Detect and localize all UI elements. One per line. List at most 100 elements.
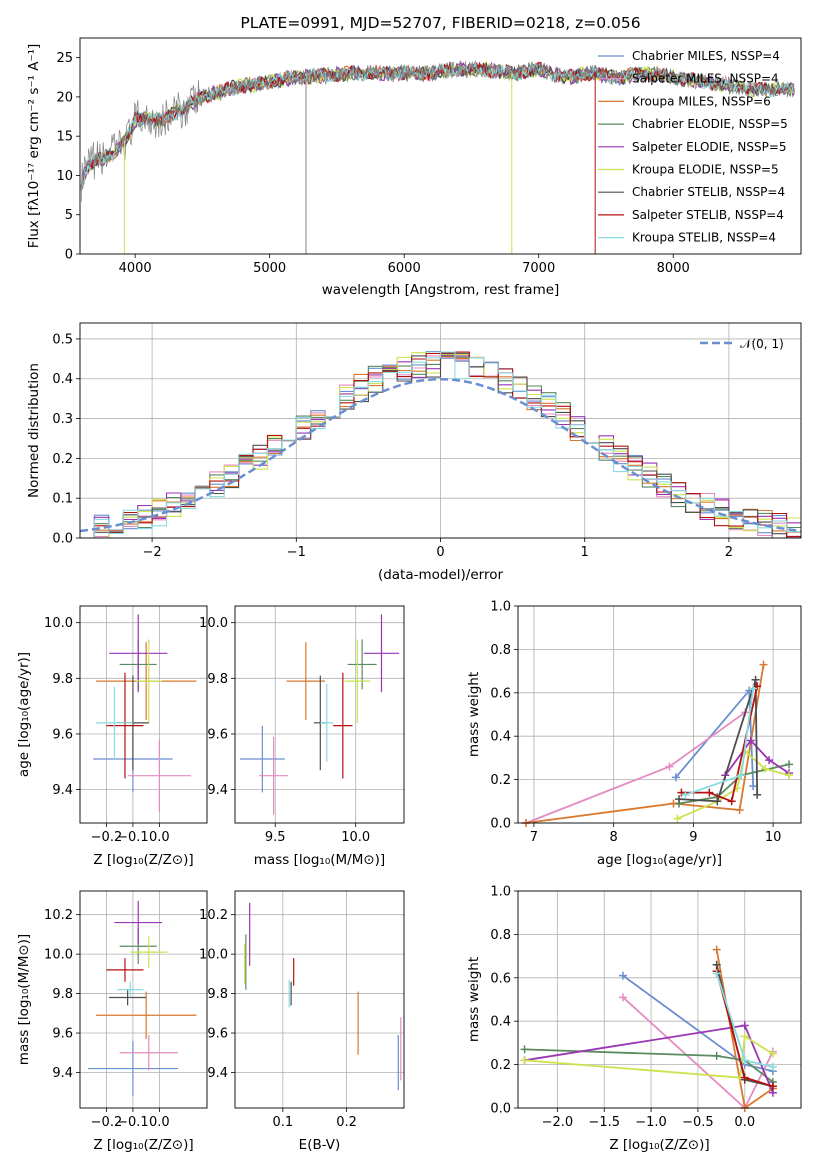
y-tick-label: 10.0 xyxy=(44,948,73,963)
x-tick-label: 10.0 xyxy=(341,830,370,845)
legend-label: Chabrier STELIB, NSSP=4 xyxy=(632,185,785,199)
y-tick-label: 9.4 xyxy=(207,1066,228,1081)
chart-title: PLATE=0991, MJD=52707, FIBERID=0218, z=0… xyxy=(240,14,640,32)
x-axis-label: Z [log₁₀(Z/Z⊙)] xyxy=(93,852,193,868)
y-tick-label: 0.3 xyxy=(52,412,73,427)
legend-label: Salpeter MILES, NSSP=4 xyxy=(632,72,779,86)
plus-marker xyxy=(735,805,744,814)
x-tick-label: 1 xyxy=(581,545,589,560)
mass-weight-line xyxy=(724,739,790,776)
plus-marker xyxy=(618,993,627,1002)
plus-marker xyxy=(746,736,755,745)
panel-3 xyxy=(231,606,404,827)
legend-label: Kroupa STELIB, NSSP=4 xyxy=(632,231,776,245)
plus-marker xyxy=(740,1073,749,1082)
axes-frame xyxy=(79,37,802,255)
plus-marker xyxy=(712,1051,721,1060)
x-tick-label: 6000 xyxy=(388,261,421,276)
plus-marker xyxy=(768,1062,777,1071)
x-tick-label: 10 xyxy=(765,830,782,845)
plus-marker xyxy=(675,795,684,804)
plus-marker xyxy=(737,771,746,780)
x-tick-label: 7 xyxy=(530,830,538,845)
x-tick-label: 0.0 xyxy=(149,1115,170,1130)
y-tick-label: 9.6 xyxy=(52,727,73,742)
y-tick-label: 9.8 xyxy=(207,672,228,687)
plus-marker xyxy=(671,773,680,782)
plus-marker xyxy=(768,1082,777,1091)
panel-2 xyxy=(76,606,207,827)
axes-frame xyxy=(79,890,208,1109)
x-tick-label: −1 xyxy=(287,545,306,560)
plus-marker xyxy=(727,797,736,806)
y-tick-label: 0.6 xyxy=(490,686,511,701)
mass-weight-line xyxy=(525,711,746,824)
plus-marker xyxy=(681,790,690,799)
y-tick-label: 0.2 xyxy=(490,773,511,788)
plus-marker xyxy=(712,969,721,978)
y-tick-label: 0.4 xyxy=(490,1015,511,1030)
y-tick-label: 0 xyxy=(65,248,73,263)
y-tick-label: 9.6 xyxy=(207,1027,228,1042)
normal-reference-curve xyxy=(79,377,802,533)
axes-frame xyxy=(234,890,405,1109)
axes-frame xyxy=(517,890,802,1109)
x-tick-label: 9 xyxy=(689,830,697,845)
y-tick-label: 1.0 xyxy=(490,885,511,900)
plus-marker xyxy=(761,764,770,773)
x-axis-label: Z [log₁₀(Z/Z⊙)] xyxy=(609,1137,709,1153)
axes-frame xyxy=(79,605,208,824)
x-tick-label: 4000 xyxy=(119,261,152,276)
x-axis-label: age [log₁₀(age/yr)] xyxy=(597,852,722,868)
y-tick-label: 15 xyxy=(56,130,73,145)
y-tick-label: 25 xyxy=(56,51,73,66)
plus-marker xyxy=(785,771,794,780)
x-tick-label: −2 xyxy=(143,545,162,560)
plus-marker xyxy=(740,1056,749,1065)
y-tick-label: 9.6 xyxy=(52,1027,73,1042)
plus-marker xyxy=(759,660,768,669)
x-tick-label: 5000 xyxy=(253,261,286,276)
y-tick-label: 0.2 xyxy=(490,1058,511,1073)
y-tick-label: 10.2 xyxy=(44,908,73,923)
plus-marker xyxy=(712,945,721,954)
panel-0 xyxy=(76,57,674,258)
x-tick-label: −0.2 xyxy=(91,1115,123,1130)
axes-frame xyxy=(517,605,802,824)
observed-spectrum-line xyxy=(80,60,795,202)
y-tick-label: 10 xyxy=(56,169,73,184)
y-tick-label: 0.8 xyxy=(490,643,511,658)
y-tick-label: 9.4 xyxy=(52,1066,73,1081)
x-tick-label: 8 xyxy=(610,830,618,845)
x-axis-label: (data-model)/error xyxy=(378,567,504,583)
x-tick-label: −1.0 xyxy=(635,1115,667,1130)
plus-marker xyxy=(618,971,627,980)
y-tick-label: 0.6 xyxy=(490,971,511,986)
x-axis-label: Z [log₁₀(Z/Z⊙)] xyxy=(93,1137,193,1153)
legend-label: Chabrier ELODIE, NSSP=5 xyxy=(632,117,788,131)
y-axis-label: age [log₁₀(age/yr)] xyxy=(16,652,32,777)
mass-weight-line xyxy=(524,1034,774,1079)
legend-label: 𝒩(0, 1) xyxy=(740,337,784,351)
y-tick-label: 10.2 xyxy=(199,908,228,923)
y-tick-label: 0.0 xyxy=(490,1102,511,1117)
plus-marker xyxy=(520,1056,529,1065)
y-tick-label: 20 xyxy=(56,90,73,105)
plus-marker xyxy=(749,684,758,693)
y-tick-label: 0.0 xyxy=(52,532,73,547)
y-tick-label: 0.4 xyxy=(52,372,73,387)
legend-label: Kroupa MILES, NSSP=6 xyxy=(632,94,771,108)
y-axis-label: mass [log₁₀(M/M⊙)] xyxy=(16,934,32,1065)
y-tick-label: 9.4 xyxy=(207,783,228,798)
x-tick-label: −1.5 xyxy=(588,1115,620,1130)
y-axis-label: Normed distribution xyxy=(26,363,42,498)
y-tick-label: 0.1 xyxy=(52,492,73,507)
plus-marker xyxy=(665,762,674,771)
x-axis-label: mass [log₁₀(M/M⊙)] xyxy=(254,852,385,868)
mass-weight-line xyxy=(685,688,755,796)
mass-weight-line xyxy=(524,1048,774,1083)
y-tick-label: 10.0 xyxy=(199,616,228,631)
plus-marker xyxy=(751,675,760,684)
legend-label: Salpeter ELODIE, NSSP=5 xyxy=(632,140,787,154)
y-tick-label: 10.0 xyxy=(44,616,73,631)
